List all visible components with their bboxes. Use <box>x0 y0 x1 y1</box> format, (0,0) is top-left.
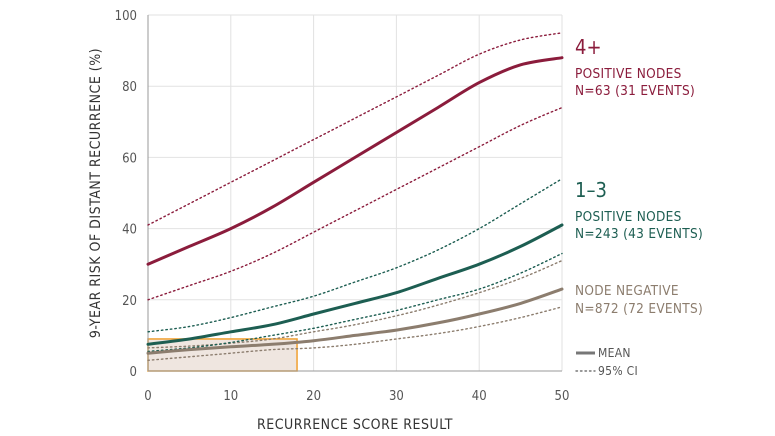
x-tick-label: 10 <box>223 389 238 404</box>
x-tick-labels: 0 10 20 30 40 50 <box>144 389 569 404</box>
series-n13-mean-line <box>146 223 564 346</box>
y-axis-title: 9-YEAR RISK OF DISTANT RECURRENCE (%) <box>88 48 104 338</box>
x-tick-label: 0 <box>144 389 151 404</box>
x-tick-label: 20 <box>306 389 321 404</box>
series-labels: 4+ POSITIVE NODES N=63 (31 EVENTS) 1–3 P… <box>575 35 703 317</box>
label-4plus-line2: N=63 (31 EVENTS) <box>575 83 695 99</box>
legend: MEAN 95% CI <box>575 346 638 378</box>
gridlines <box>148 14 563 371</box>
y-tick-label: 80 <box>122 80 137 95</box>
series-lines <box>146 32 564 361</box>
legend-mean-label: MEAN <box>598 346 631 360</box>
label-1to3-line1: POSITIVE NODES <box>575 209 682 225</box>
y-tick-label: 20 <box>122 294 137 309</box>
series-nneg-mean-line <box>146 287 564 355</box>
label-1to3-line2: N=243 (43 EVENTS) <box>575 226 703 242</box>
label-4plus-title: 4+ <box>575 35 602 59</box>
label-1to3-title: 1–3 <box>575 178 607 202</box>
axes <box>147 15 562 372</box>
y-tick-label: 0 <box>130 365 137 380</box>
label-node-negative-line2: N=872 (72 EVENTS) <box>575 301 703 317</box>
series-n4-mean-line <box>146 56 564 266</box>
series-n4-ci-lower-line <box>147 106 563 301</box>
series-nneg-ci-upper-line <box>147 259 563 349</box>
y-tick-labels: 0 20 40 60 80 100 <box>115 9 137 380</box>
y-tick-label: 40 <box>122 223 137 238</box>
label-node-negative-line1: NODE NEGATIVE <box>575 283 679 299</box>
legend-ci-label: 95% CI <box>598 364 638 378</box>
x-tick-label: 50 <box>555 389 570 404</box>
x-tick-label: 40 <box>472 389 487 404</box>
series-n13-ci-lower-line <box>147 252 563 353</box>
label-4plus-line1: POSITIVE NODES <box>575 66 682 82</box>
y-tick-label: 100 <box>115 9 137 24</box>
series-n13-ci-upper-line <box>147 178 563 333</box>
series-n4-ci-upper-line <box>147 32 563 226</box>
series-nneg-ci-lower-line <box>147 306 563 361</box>
x-tick-label: 30 <box>389 389 404 404</box>
y-tick-label: 60 <box>122 151 137 166</box>
x-axis-title: RECURRENCE SCORE RESULT <box>257 417 453 433</box>
